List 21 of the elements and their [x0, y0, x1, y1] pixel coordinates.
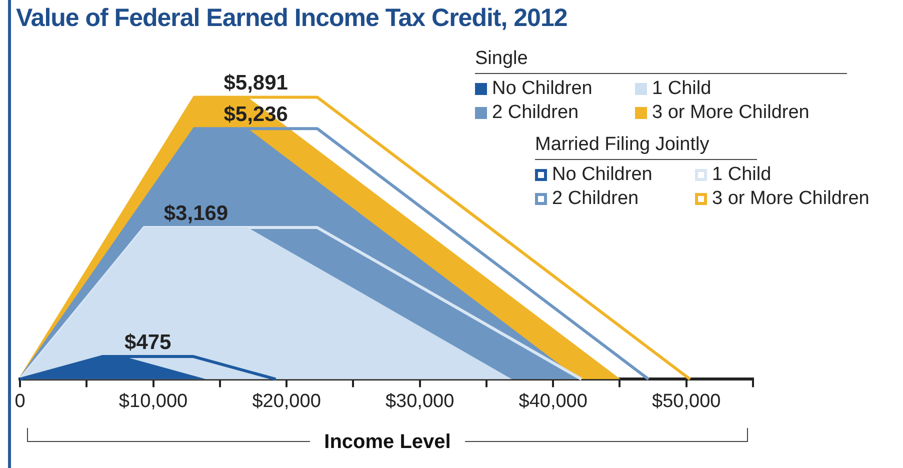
- data-label: $475: [124, 330, 172, 354]
- data-label: $5,891: [224, 72, 288, 95]
- legend-label: 2 Children: [492, 102, 579, 124]
- x-tick-label: 0: [14, 390, 26, 412]
- legend-label: No Children: [492, 78, 592, 100]
- x-tick-label: $40,000: [518, 390, 588, 412]
- annotation: Married Filing Jointly: [535, 134, 757, 160]
- legend-label: 1 Child: [652, 78, 712, 100]
- data-label: $3,169: [164, 202, 228, 225]
- x-tick-label: $30,000: [385, 390, 454, 412]
- legend-label: 3 or More Children: [652, 102, 810, 124]
- x-axis-title: Income Level: [310, 431, 465, 453]
- legend-label: 2 Children: [552, 188, 639, 210]
- x-tick-label: $50,000: [652, 390, 721, 412]
- legend-label: 1 Child: [712, 164, 772, 186]
- text: Single: [475, 48, 847, 74]
- x-tick-label: $10,000: [118, 390, 188, 412]
- legend-label: No Children: [552, 164, 652, 186]
- x-tick-label: $20,000: [252, 390, 321, 412]
- legend-label: 3 or More Children: [712, 188, 870, 210]
- chart-title: Value of Federal Earned Income Tax Credit, 2012: [16, 4, 568, 33]
